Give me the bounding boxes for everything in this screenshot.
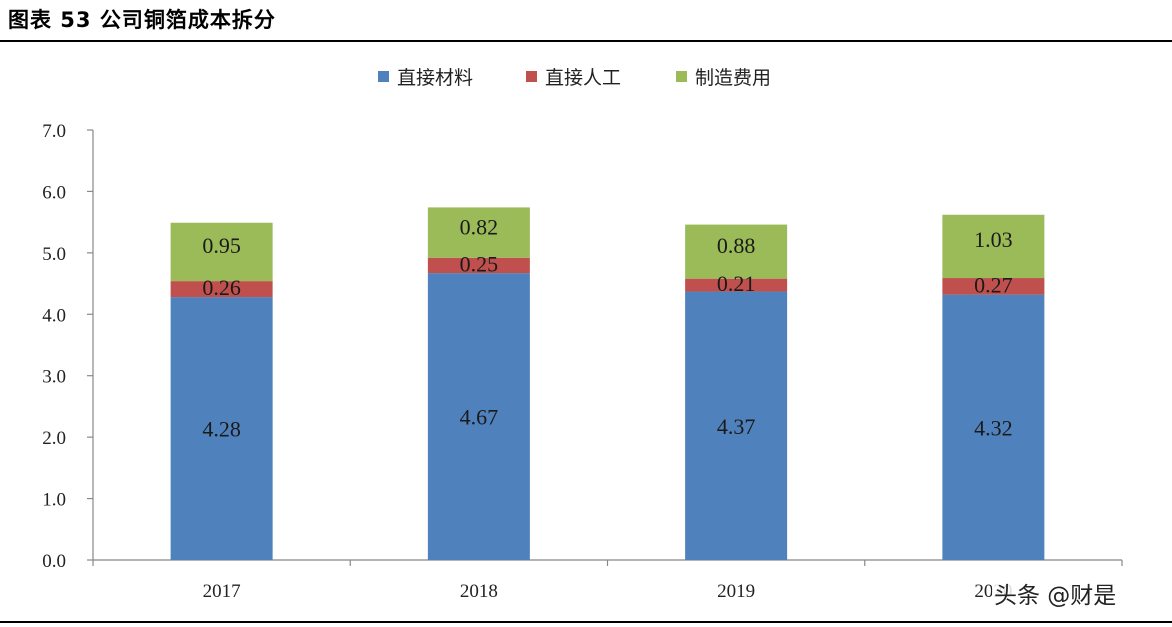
y-tick-label: 4.0 — [42, 305, 66, 326]
x-tick-label: 2018 — [460, 581, 498, 602]
legend-swatch — [676, 71, 687, 82]
y-tick-label: 6.0 — [42, 182, 66, 203]
top-rule — [0, 40, 1172, 42]
data-label: 4.28 — [202, 417, 241, 442]
data-label: 1.03 — [974, 227, 1013, 252]
data-label: 0.82 — [460, 215, 499, 240]
legend-label: 直接材料 — [397, 67, 473, 89]
bar-segment-2020-2 — [942, 214, 1045, 279]
data-label: 4.37 — [717, 414, 756, 439]
watermark: 头条 @财是 — [992, 576, 1119, 610]
data-labels: 4.28 0.26 0.95 4.67 0.25 0.82 4.37 0.21 0.88 4.32… — [202, 215, 1012, 442]
y-tick-label: 5.0 — [42, 244, 66, 265]
bar-segment-2017-2 — [170, 222, 273, 282]
legend-swatch — [526, 71, 537, 82]
legend-label: 制造费用 — [695, 67, 771, 89]
data-label: 0.21 — [717, 271, 756, 296]
y-tick-label: 1.0 — [42, 490, 66, 511]
data-label: 0.25 — [460, 251, 499, 276]
bar-segment-2018-2 — [427, 207, 530, 258]
legend: 直接材料 直接人工 制造费用 — [378, 67, 771, 89]
bar-segment-2019-2 — [685, 224, 788, 279]
data-label: 4.67 — [460, 405, 499, 430]
data-label: 4.32 — [974, 415, 1013, 440]
y-tick-label: 2.0 — [42, 428, 66, 449]
legend-swatch — [378, 71, 389, 82]
bar-segment-2017-0 — [170, 297, 273, 560]
bar-segment-2019-1 — [685, 278, 788, 292]
y-tick-label: 7.0 — [42, 121, 66, 142]
figure-title: 图表 53 公司铜箔成本拆分 — [8, 8, 276, 32]
data-label: 0.26 — [202, 275, 241, 300]
bar-segment-2019-0 — [685, 291, 788, 560]
y-tick-label: 3.0 — [42, 367, 66, 388]
bar-segment-2020-0 — [942, 294, 1045, 560]
bottom-rule — [0, 621, 1172, 623]
bar-segment-2017-1 — [170, 281, 273, 298]
legend-label: 直接人工 — [545, 67, 621, 89]
bar-segment-2020-1 — [942, 278, 1045, 295]
x-tick-label: 2017 — [203, 581, 241, 602]
y-tick-label: 0.0 — [42, 551, 66, 572]
x-tick-label: 2019 — [717, 581, 755, 602]
data-label: 0.27 — [974, 272, 1013, 297]
bar-segment-2018-1 — [427, 257, 530, 274]
data-label: 0.95 — [202, 233, 241, 258]
bars — [170, 207, 1045, 560]
data-label: 0.88 — [717, 233, 756, 258]
bar-segment-2018-0 — [427, 273, 530, 560]
